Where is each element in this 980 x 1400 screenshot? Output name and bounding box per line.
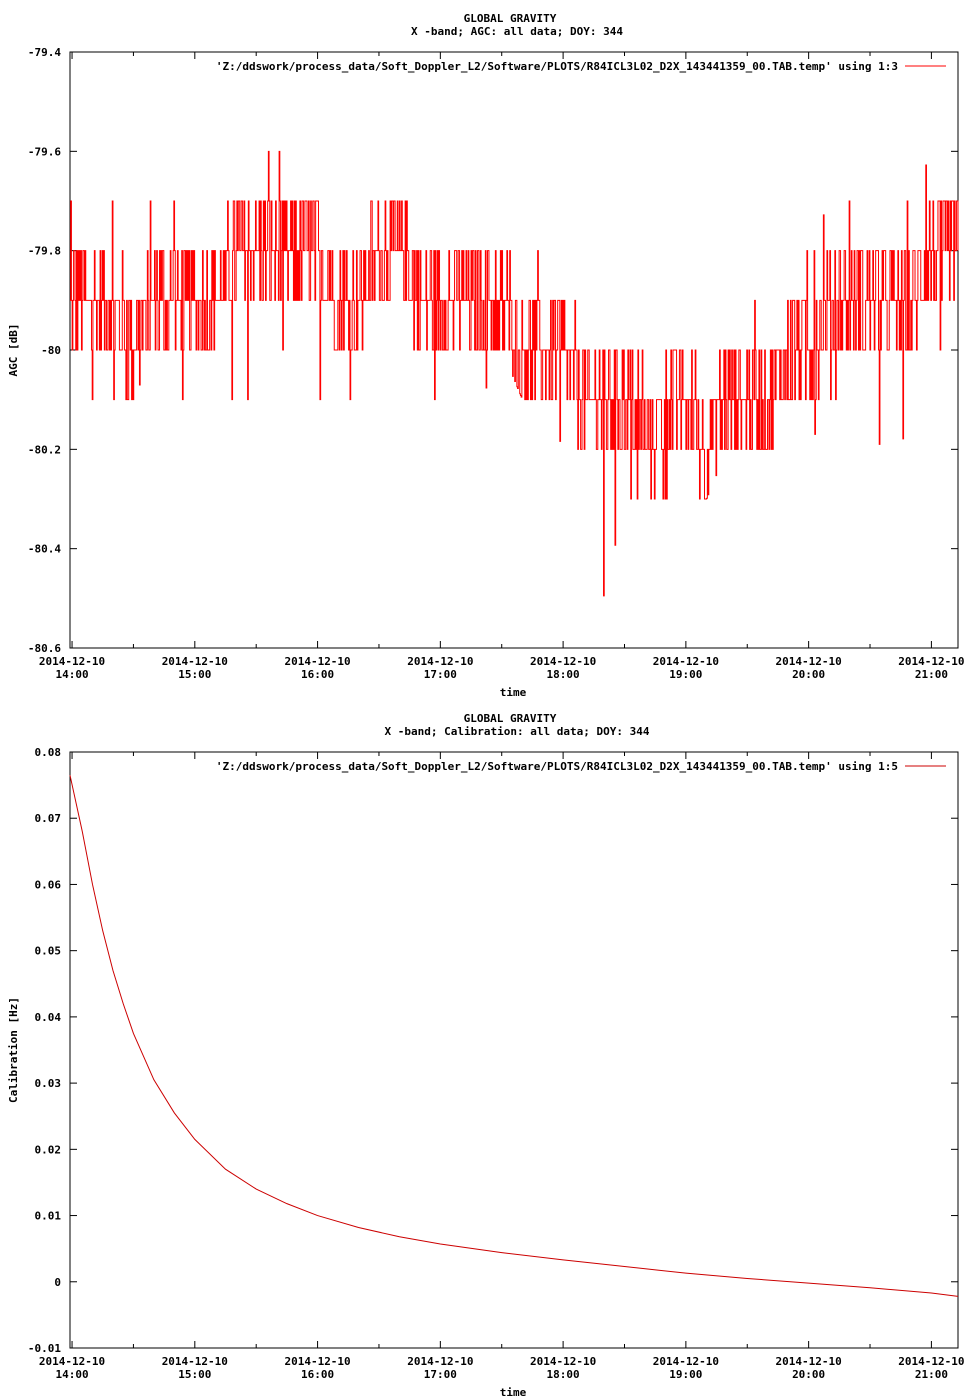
chart-title: GLOBAL GRAVITY (464, 712, 557, 725)
x-tick-time-label: 19:00 (669, 1368, 702, 1381)
y-tick-label: -79.4 (28, 46, 61, 59)
x-tick-date-label: 2014-12-10 (898, 1355, 964, 1368)
x-tick-time-label: 20:00 (792, 668, 825, 681)
x-tick-time-label: 21:00 (915, 668, 948, 681)
x-axis-label: time (500, 1386, 527, 1399)
y-tick-label: -80.4 (28, 543, 61, 556)
x-tick-date-label: 2014-12-10 (530, 655, 596, 668)
y-tick-label: -79.6 (28, 145, 61, 158)
y-tick-label: 0.01 (35, 1210, 62, 1223)
x-tick-time-label: 16:00 (301, 1368, 334, 1381)
y-tick-label: 0.08 (35, 746, 62, 759)
x-tick-time-label: 19:00 (669, 668, 702, 681)
y-tick-label: -80.6 (28, 642, 61, 655)
chart-subtitle: X -band; AGC: all data; DOY: 344 (411, 25, 623, 38)
y-tick-label: -0.01 (28, 1342, 61, 1355)
x-tick-date-label: 2014-12-10 (162, 655, 228, 668)
y-tick-label: -80 (41, 344, 61, 357)
x-tick-date-label: 2014-12-10 (162, 1355, 228, 1368)
y-tick-label: 0.02 (35, 1143, 62, 1156)
x-tick-date-label: 2014-12-10 (530, 1355, 596, 1368)
chart-subtitle: X -band; Calibration: all data; DOY: 344 (385, 725, 650, 738)
x-tick-date-label: 2014-12-10 (39, 655, 105, 668)
x-tick-date-label: 2014-12-10 (284, 1355, 350, 1368)
x-tick-date-label: 2014-12-10 (39, 1355, 105, 1368)
x-tick-date-label: 2014-12-10 (653, 1355, 719, 1368)
x-tick-time-label: 16:00 (301, 668, 334, 681)
y-tick-label: 0.05 (35, 945, 62, 958)
x-tick-time-label: 14:00 (55, 668, 88, 681)
y-tick-label: 0 (54, 1276, 61, 1289)
agc-chart: GLOBAL GRAVITY X -band; AGC: all data; D… (7, 12, 965, 699)
plot-frame (69, 751, 959, 1349)
x-tick-time-label: 21:00 (915, 1368, 948, 1381)
y-tick-label: -80.2 (28, 443, 61, 456)
x-tick-time-label: 14:00 (55, 1368, 88, 1381)
legend-label: 'Z:/ddswork/process_data/Soft_Doppler_L2… (216, 760, 898, 773)
y-tick-label: 0.04 (35, 1011, 62, 1024)
legend-label: 'Z:/ddswork/process_data/Soft_Doppler_L2… (216, 60, 898, 73)
y-axis-label: Calibration [Hz] (7, 997, 20, 1103)
x-tick-date-label: 2014-12-10 (407, 655, 473, 668)
y-tick-label: 0.06 (35, 878, 62, 891)
x-tick-date-label: 2014-12-10 (407, 1355, 473, 1368)
x-axis-label: time (500, 686, 527, 699)
x-tick-date-label: 2014-12-10 (653, 655, 719, 668)
x-tick-time-label: 20:00 (792, 1368, 825, 1381)
x-tick-date-label: 2014-12-10 (776, 1355, 842, 1368)
chart-title: GLOBAL GRAVITY (464, 12, 557, 25)
y-axis-label: AGC [dB] (7, 324, 20, 377)
x-tick-time-label: 18:00 (547, 1368, 580, 1381)
calibration-series-line (69, 775, 959, 1297)
x-tick-time-label: 15:00 (178, 668, 211, 681)
x-tick-date-label: 2014-12-10 (898, 655, 964, 668)
x-tick-time-label: 17:00 (424, 668, 457, 681)
calibration-chart: GLOBAL GRAVITY X -band; Calibration: all… (7, 712, 965, 1399)
y-tick-label: 0.07 (35, 812, 62, 825)
x-tick-date-label: 2014-12-10 (284, 655, 350, 668)
y-tick-label: 0.03 (35, 1077, 62, 1090)
agc-series-line (70, 150, 959, 597)
x-tick-date-label: 2014-12-10 (776, 655, 842, 668)
x-tick-time-label: 18:00 (547, 668, 580, 681)
y-tick-label: -79.8 (28, 245, 61, 258)
x-tick-time-label: 17:00 (424, 1368, 457, 1381)
x-tick-time-label: 15:00 (178, 1368, 211, 1381)
